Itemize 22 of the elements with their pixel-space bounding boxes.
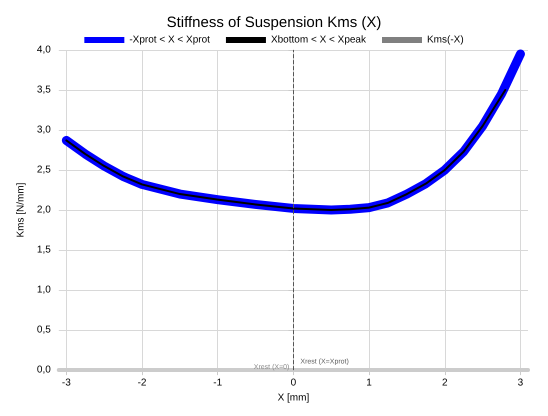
y-tick-label: 0,5 [36, 324, 52, 336]
x-tick-label: -2 [138, 378, 147, 389]
x-tick-label: -1 [213, 378, 223, 389]
y-tick-label: 4,0 [36, 44, 52, 56]
x-tick-label: 3 [518, 378, 524, 389]
y-tick-label: 1,0 [36, 284, 52, 296]
legend-label: Kms(-X) [426, 34, 464, 46]
x-tick-label: 2 [442, 378, 448, 389]
x-axis-title: X [mm] [278, 392, 310, 404]
legend-label: Xbottom < X < Xpeak [270, 34, 367, 46]
x-tick-label: 0 [290, 378, 297, 389]
x-tick-label: 1 [366, 378, 372, 389]
x-tick-label: -3 [62, 378, 72, 389]
y-axis-title: Kms [N/mm] [16, 182, 26, 238]
y-tick-label: 2,5 [36, 164, 52, 176]
y-tick-label: 3,0 [36, 124, 52, 136]
y-tick-label: 3,5 [36, 84, 52, 96]
legend-label: -Xprot < X < Xprot [129, 34, 210, 46]
y-tick-label: 0,0 [36, 364, 52, 376]
chart-title: Stiffness of Suspension Kms (X) [166, 14, 382, 31]
y-tick-label: 2,0 [36, 204, 52, 216]
y-tick-label: 1,5 [36, 244, 52, 256]
